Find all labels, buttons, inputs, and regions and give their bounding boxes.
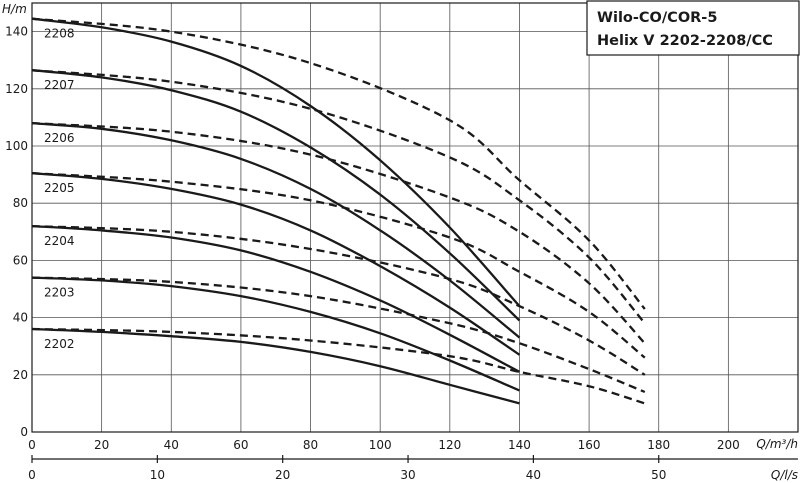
chart-title-line-1: Wilo-CO/COR-5 <box>597 10 717 26</box>
y-tick-label: 60 <box>13 253 28 267</box>
y-tick-label: 40 <box>13 311 28 325</box>
curve-labels: 2202 2203 2204 2205 2206 2207 2208 <box>44 27 75 351</box>
curve-2202-dashed <box>31 327 646 405</box>
y-tick-label: 140 <box>5 25 28 39</box>
axis-ticks: 0 20 40 60 80 100 120 140 160 180 2000204060801001… <box>5 25 740 482</box>
curve-2208-solid <box>31 17 521 307</box>
y-axis-label: H/m <box>2 2 27 16</box>
plot-frame <box>31 2 799 433</box>
curve-2202-solid <box>31 327 520 405</box>
curve-2205-solid <box>31 172 521 356</box>
y-tick-label: 80 <box>13 196 28 210</box>
y-tick-label: 100 <box>5 139 28 153</box>
curve-2206-dashed <box>31 121 646 345</box>
x-tick-label: 40 <box>164 438 179 452</box>
curve-2203-solid <box>31 276 520 392</box>
secondary-x-tick-label: 10 <box>150 468 165 482</box>
grid-lines <box>32 3 798 432</box>
x-tick-label: 80 <box>303 438 318 452</box>
secondary-x-tick-label: 20 <box>275 468 290 482</box>
x-tick-label: 140 <box>508 438 531 452</box>
curve-2204-solid <box>31 224 521 373</box>
curve-2207-dashed <box>31 69 646 325</box>
x-tick-label: 120 <box>438 438 461 452</box>
curve-label-2205: 2205 <box>44 181 75 195</box>
secondary-x-tick-label: 40 <box>526 468 541 482</box>
x-axis-label: Q/m³/h <box>756 437 798 451</box>
secondary-x-tick-label: 30 <box>400 468 415 482</box>
title-box <box>586 0 800 56</box>
y-tick-label: 0 <box>20 425 28 439</box>
curve-label-2207: 2207 <box>44 78 75 92</box>
curve-2204-dashed <box>31 224 646 376</box>
secondary-x-axis-label: Q/l/s <box>771 468 798 482</box>
curve-label-2204: 2204 <box>44 234 75 248</box>
pump-curves <box>31 17 646 405</box>
x-tick-label: 200 <box>717 438 740 452</box>
curve-label-2208: 2208 <box>44 27 75 41</box>
y-tick-label: 20 <box>13 368 28 382</box>
curve-label-2206: 2206 <box>44 131 75 145</box>
curve-2207-solid <box>31 69 521 322</box>
y-tick-label: 120 <box>5 82 28 96</box>
chart-title-line-2: Helix V 2202-2208/CC <box>597 33 773 49</box>
curve-2205-dashed <box>31 172 646 359</box>
curve-2208-dashed <box>31 17 646 310</box>
secondary-x-tick-label: 0 <box>28 468 36 482</box>
secondary-x-tick-label: 50 <box>651 468 666 482</box>
x-tick-label: 60 <box>233 438 248 452</box>
x-tick-label: 0 <box>28 438 36 452</box>
x-tick-label: 20 <box>94 438 109 452</box>
curve-label-2202: 2202 <box>44 337 75 351</box>
curve-2206-solid <box>31 121 521 339</box>
x-tick-label: 100 <box>369 438 392 452</box>
curve-label-2203: 2203 <box>44 286 75 300</box>
x-tick-label: 180 <box>647 438 670 452</box>
x-tick-label: 160 <box>578 438 601 452</box>
